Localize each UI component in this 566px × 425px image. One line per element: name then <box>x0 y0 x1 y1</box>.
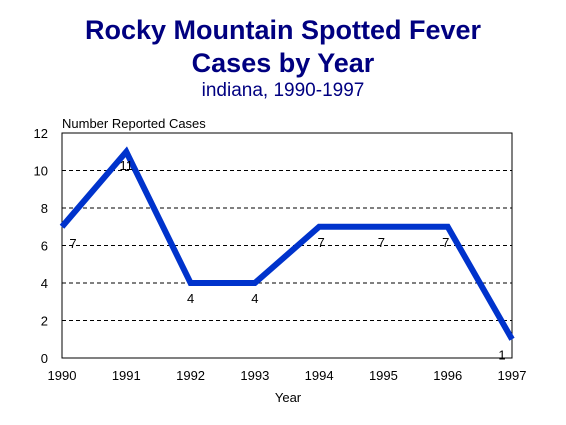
series-line <box>59 146 515 341</box>
x-tick-label: 1993 <box>240 368 269 383</box>
data-point <box>447 226 449 228</box>
chart-subtitle: indiana, 1990-1997 <box>201 80 365 101</box>
data-point <box>125 151 127 153</box>
x-tick-label: 1995 <box>369 368 398 383</box>
y-tick-label: 12 <box>34 126 48 141</box>
data-label: 7 <box>69 236 76 251</box>
y-tick-label: 2 <box>41 314 48 329</box>
x-tick-label: 1990 <box>48 368 77 383</box>
y-tick-label: 8 <box>41 201 48 216</box>
data-point <box>511 338 513 340</box>
data-label: 1 <box>498 347 505 362</box>
data-point <box>190 282 192 284</box>
x-tick-label: 1991 <box>112 368 141 383</box>
y-tick-label: 4 <box>41 276 48 291</box>
chart-title-line-2: Cases by Year <box>191 48 375 78</box>
data-label: 11 <box>120 158 134 173</box>
x-tick-label: 1997 <box>498 368 527 383</box>
data-labels: 7 11 4 4 7 7 7 1 <box>69 158 505 363</box>
x-axis-ticks: 1990 1991 1992 1993 1994 1995 1996 1997 <box>48 368 527 383</box>
y-tick-label: 6 <box>41 239 48 254</box>
data-label: 7 <box>378 235 385 250</box>
data-label: 4 <box>251 291 258 306</box>
plot-area-frame <box>61 132 513 359</box>
x-tick-label: 1994 <box>305 368 334 383</box>
data-point <box>318 226 320 228</box>
x-tick-label: 1996 <box>433 368 462 383</box>
x-axis-title: Year <box>275 390 302 405</box>
grid-lines <box>62 170 512 321</box>
data-point <box>382 226 384 228</box>
y-tick-label: 10 <box>34 164 48 179</box>
y-axis-ticks: 0 2 4 6 8 10 12 <box>34 126 48 366</box>
data-label: 7 <box>442 235 449 250</box>
series-layer <box>59 146 515 341</box>
data-point <box>254 282 256 284</box>
y-axis-title: Number Reported Cases <box>62 116 206 131</box>
data-label: 7 <box>318 235 325 250</box>
data-label: 4 <box>187 291 194 306</box>
chart-title-line-1: Rocky Mountain Spotted Fever <box>84 15 482 45</box>
x-tick-label: 1992 <box>176 368 205 383</box>
y-tick-label: 0 <box>41 351 48 366</box>
data-point <box>61 226 63 228</box>
chart-title-block: Rocky Mountain Spotted Fever Cases by Ye… <box>0 14 566 102</box>
